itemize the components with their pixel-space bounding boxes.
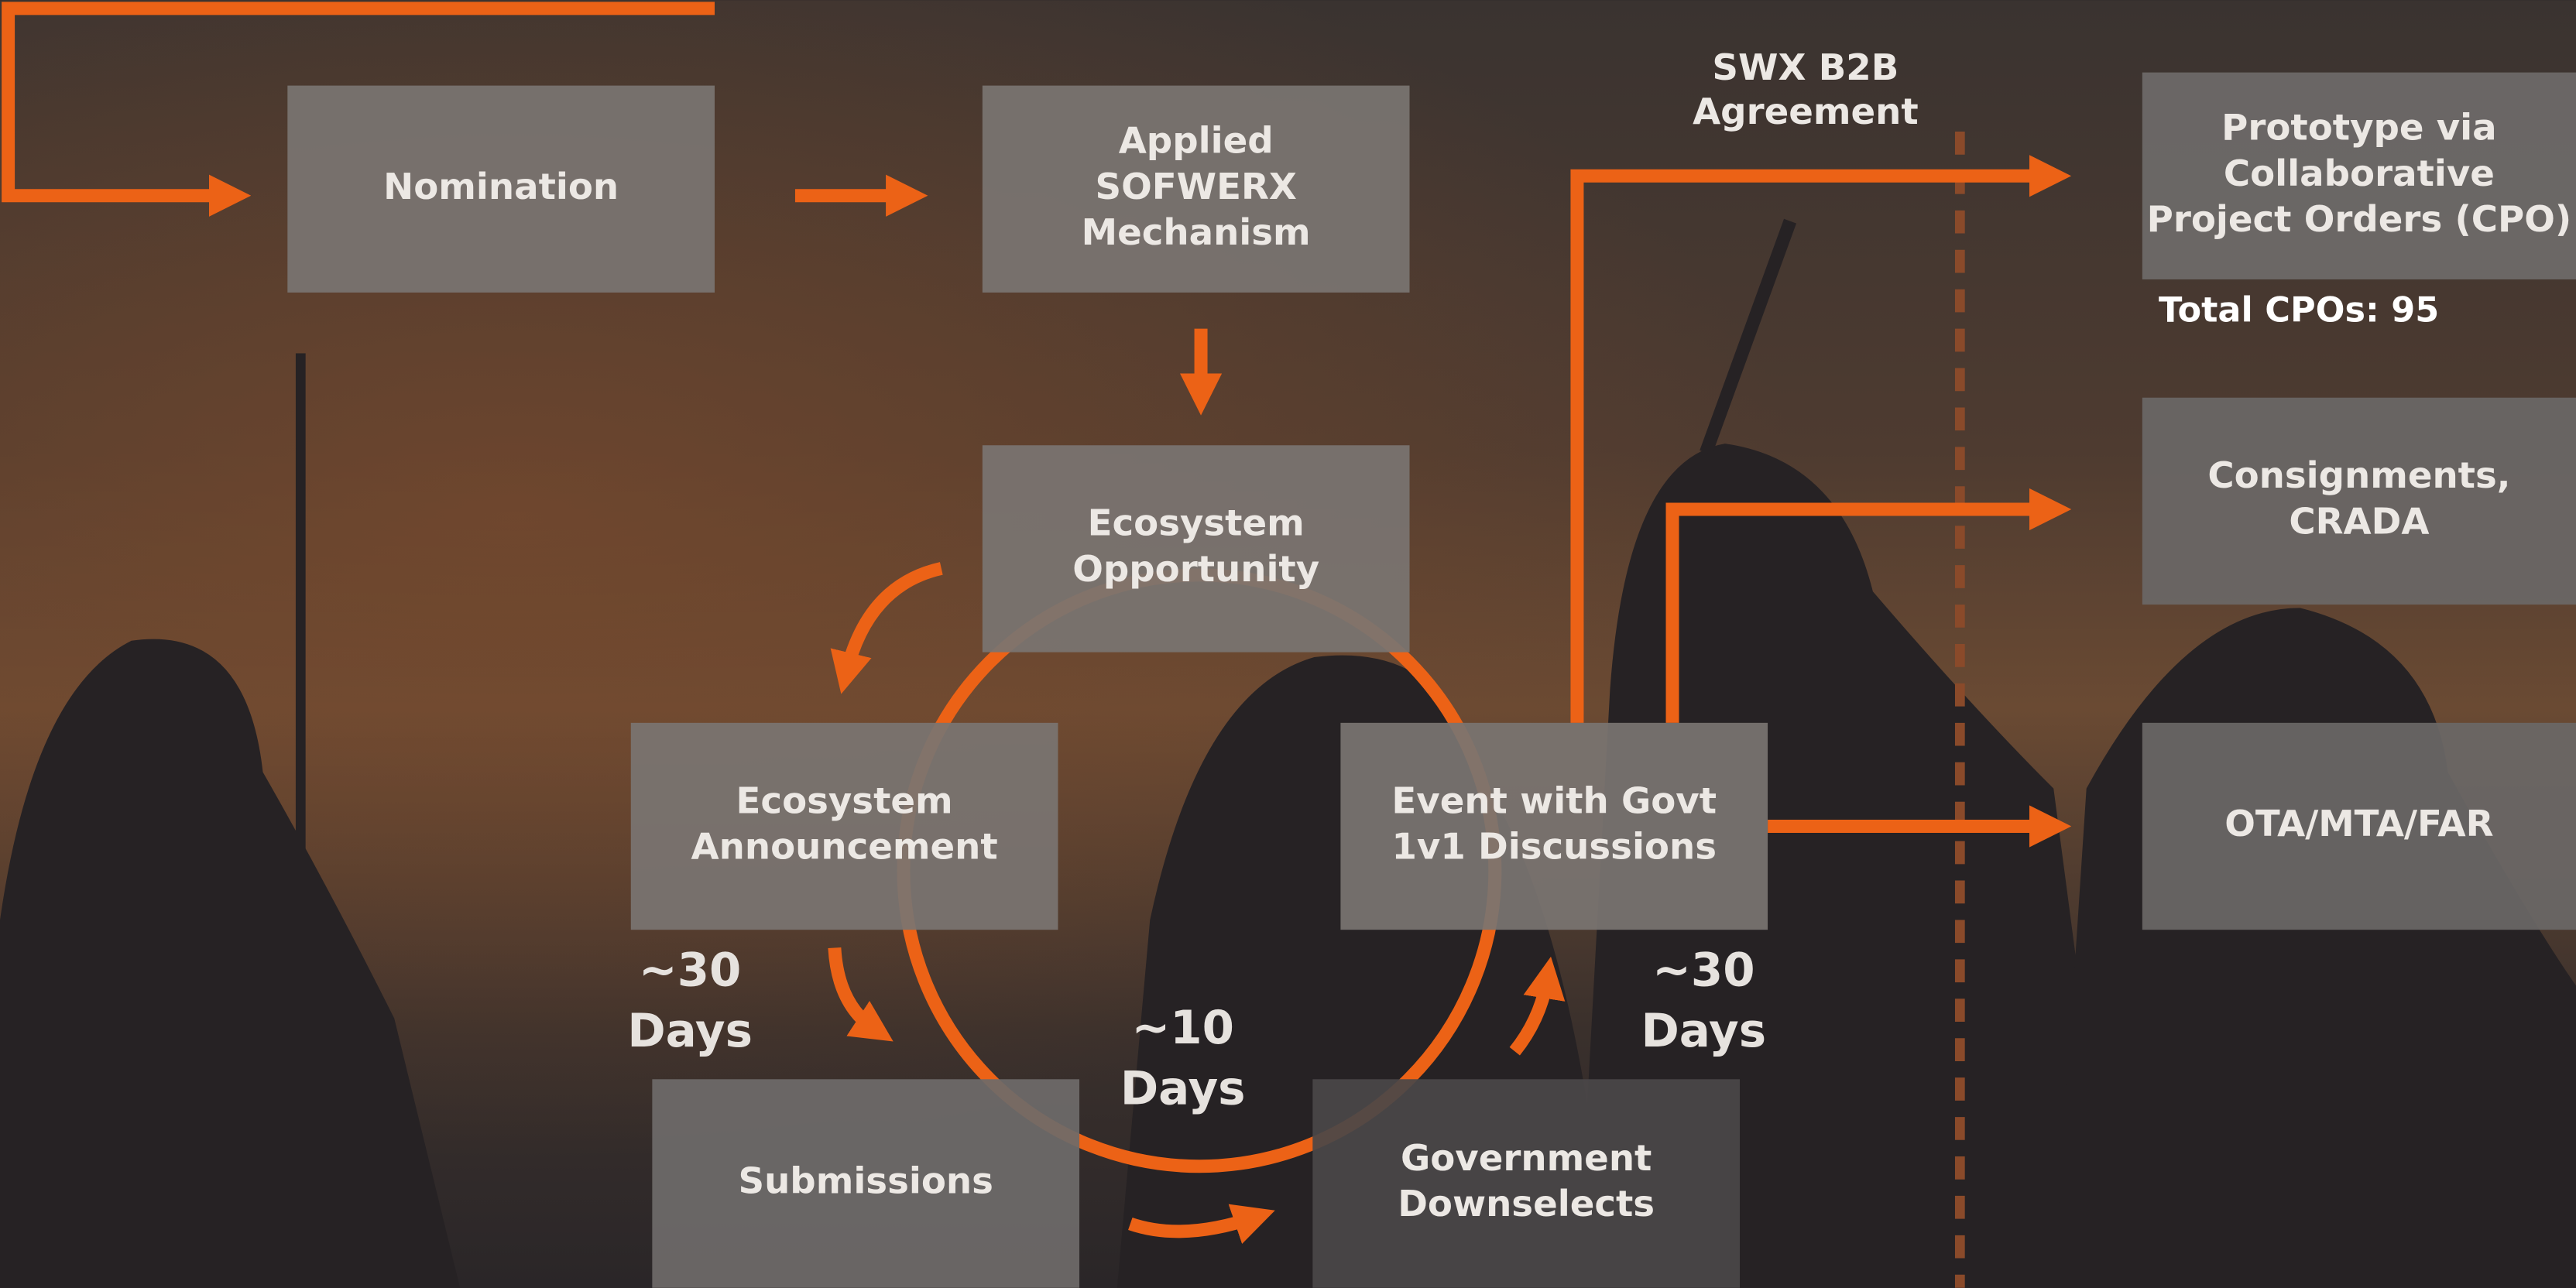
duration-label: Days — [1641, 1005, 1766, 1058]
node: OTA/MTA/FAR — [2142, 723, 2576, 930]
node-label: Government — [1401, 1138, 1652, 1180]
node: Nomination — [287, 86, 715, 293]
node: Event with Govt 1v1 Discussions — [1340, 723, 1768, 930]
diagram: Nomination AppliedSOFWERXMechanism Ecosyst… — [0, 0, 2576, 1288]
node-label: Announcement — [691, 827, 998, 868]
duration-label: ~30 — [639, 944, 741, 998]
node-label: Event with Govt — [1391, 780, 1717, 822]
agreement-label: SWX B2B — [1712, 47, 1899, 89]
node-label: Collaborative — [2224, 153, 2495, 195]
page: {"nodes": [ {"lines": ["Nomination"]}, {… — [0, 0, 2576, 1288]
node-label: OTA/MTA/FAR — [2224, 803, 2493, 845]
node-label: Nomination — [383, 166, 619, 208]
node-label: Project Orders (CPO) — [2147, 199, 2572, 241]
node-label: Ecosystem — [1088, 503, 1305, 545]
node-label: Submissions — [738, 1161, 993, 1203]
node-label: CRADA — [2289, 502, 2429, 543]
node-label: Downselects — [1398, 1184, 1655, 1225]
duration-label: ~30 — [1652, 944, 1754, 998]
node: Ecosystem Announcement — [631, 723, 1058, 930]
node: Submissions — [652, 1079, 1079, 1287]
node-label: Ecosystem — [736, 780, 953, 822]
duration-label: Days — [1120, 1062, 1246, 1115]
duration-label: Days — [627, 1005, 753, 1058]
duration-label: ~10 — [1131, 1002, 1233, 1055]
node-label: Applied — [1119, 120, 1274, 162]
node-label: Mechanism — [1082, 212, 1311, 254]
node-label: Prototype via — [2221, 107, 2497, 149]
agreement-label: Agreement — [1693, 91, 1919, 133]
total-cpos: Total CPOs: 95 — [2159, 289, 2439, 330]
node: Consignments, CRADA — [2142, 398, 2576, 605]
node-label: SOFWERX — [1095, 166, 1296, 208]
node-label: Opportunity — [1072, 549, 1319, 591]
node-label: Consignments, — [2207, 455, 2510, 497]
node-label: 1v1 Discussions — [1391, 827, 1717, 868]
